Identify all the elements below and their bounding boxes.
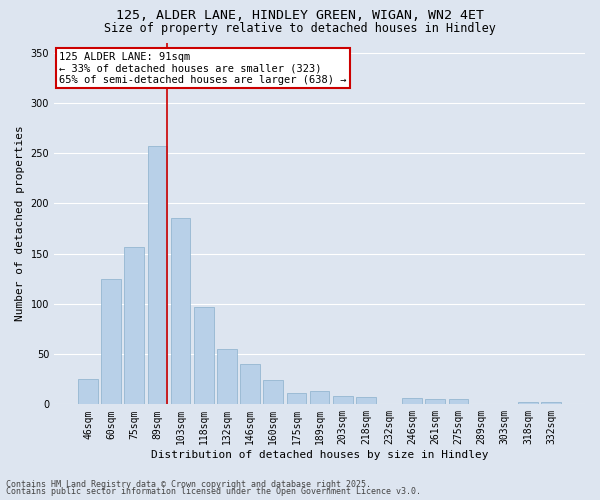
Bar xyxy=(240,364,260,405)
Text: Contains public sector information licensed under the Open Government Licence v3: Contains public sector information licen… xyxy=(6,487,421,496)
Bar xyxy=(449,400,468,404)
Bar xyxy=(124,246,144,404)
Text: Contains HM Land Registry data © Crown copyright and database right 2025.: Contains HM Land Registry data © Crown c… xyxy=(6,480,371,489)
Bar xyxy=(333,396,353,404)
Bar xyxy=(217,349,237,405)
Bar xyxy=(101,278,121,404)
Bar xyxy=(263,380,283,404)
Bar xyxy=(148,146,167,405)
Y-axis label: Number of detached properties: Number of detached properties xyxy=(15,126,25,322)
Bar xyxy=(287,394,306,404)
Bar xyxy=(310,392,329,404)
Bar xyxy=(171,218,190,404)
Bar xyxy=(356,398,376,404)
Bar xyxy=(194,307,214,404)
X-axis label: Distribution of detached houses by size in Hindley: Distribution of detached houses by size … xyxy=(151,450,488,460)
Bar xyxy=(78,379,98,404)
Bar xyxy=(402,398,422,404)
Bar xyxy=(518,402,538,404)
Bar xyxy=(425,400,445,404)
Text: 125, ALDER LANE, HINDLEY GREEN, WIGAN, WN2 4ET: 125, ALDER LANE, HINDLEY GREEN, WIGAN, W… xyxy=(116,9,484,22)
Text: Size of property relative to detached houses in Hindley: Size of property relative to detached ho… xyxy=(104,22,496,35)
Bar xyxy=(541,402,561,404)
Text: 125 ALDER LANE: 91sqm
← 33% of detached houses are smaller (323)
65% of semi-det: 125 ALDER LANE: 91sqm ← 33% of detached … xyxy=(59,52,347,84)
